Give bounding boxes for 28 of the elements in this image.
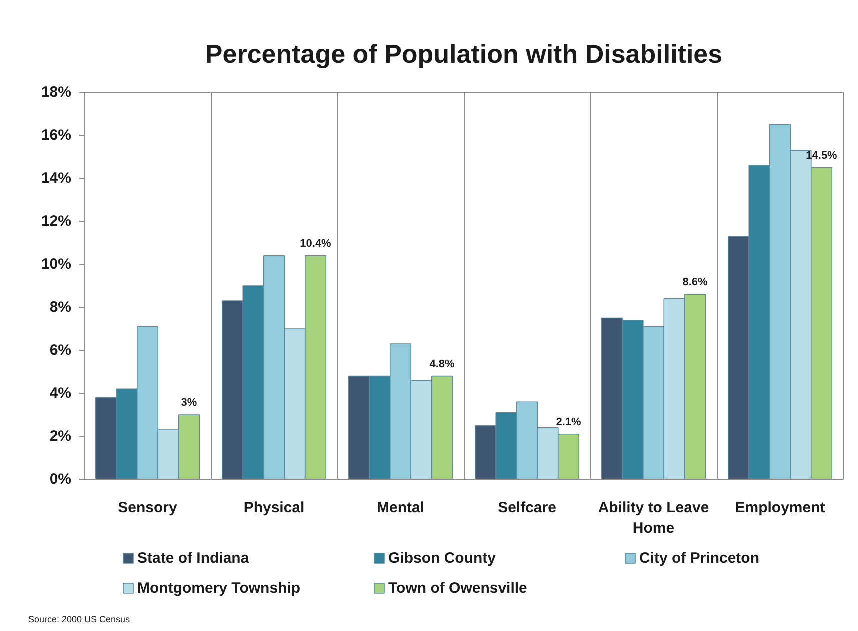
y-tick-label: 16% xyxy=(41,127,72,144)
data-label: 10.4% xyxy=(300,238,332,250)
data-label: 2.1% xyxy=(556,416,582,428)
legend-label: Town of Owensville xyxy=(388,580,528,597)
chart-title: Percentage of Population with Disabilities xyxy=(205,39,723,69)
x-tick-label: Selfcare xyxy=(498,500,556,516)
data-label: 8.6% xyxy=(682,276,708,289)
x-tick-label: Employment xyxy=(735,500,826,516)
x-tick-label: Ability to Leave Home xyxy=(598,500,710,537)
legend-label: Gibson County xyxy=(388,550,497,567)
y-tick-label: 6% xyxy=(50,342,72,359)
y-tick-label: 18% xyxy=(41,84,72,101)
y-tick-label: 2% xyxy=(50,428,72,445)
y-tick-label: 4% xyxy=(50,385,72,402)
y-tick-label: 10% xyxy=(41,256,72,273)
x-tick-label: Physical xyxy=(244,500,305,516)
y-tick-label: 12% xyxy=(41,213,72,230)
x-tick-label: Sensory xyxy=(118,500,178,516)
source-note: Source: 2000 US Census xyxy=(28,614,131,624)
data-label: 3% xyxy=(181,397,198,409)
legend-label: State of Indiana xyxy=(138,550,250,567)
data-label: 4.8% xyxy=(430,358,455,370)
y-tick-label: 8% xyxy=(50,299,72,316)
legend-label: City of Princeton xyxy=(640,550,760,567)
x-tick-label: Mental xyxy=(377,500,425,516)
legend-label: Montgomery Township xyxy=(138,580,301,597)
y-tick-label: 0% xyxy=(50,471,72,488)
y-tick-label: 14% xyxy=(41,170,72,187)
